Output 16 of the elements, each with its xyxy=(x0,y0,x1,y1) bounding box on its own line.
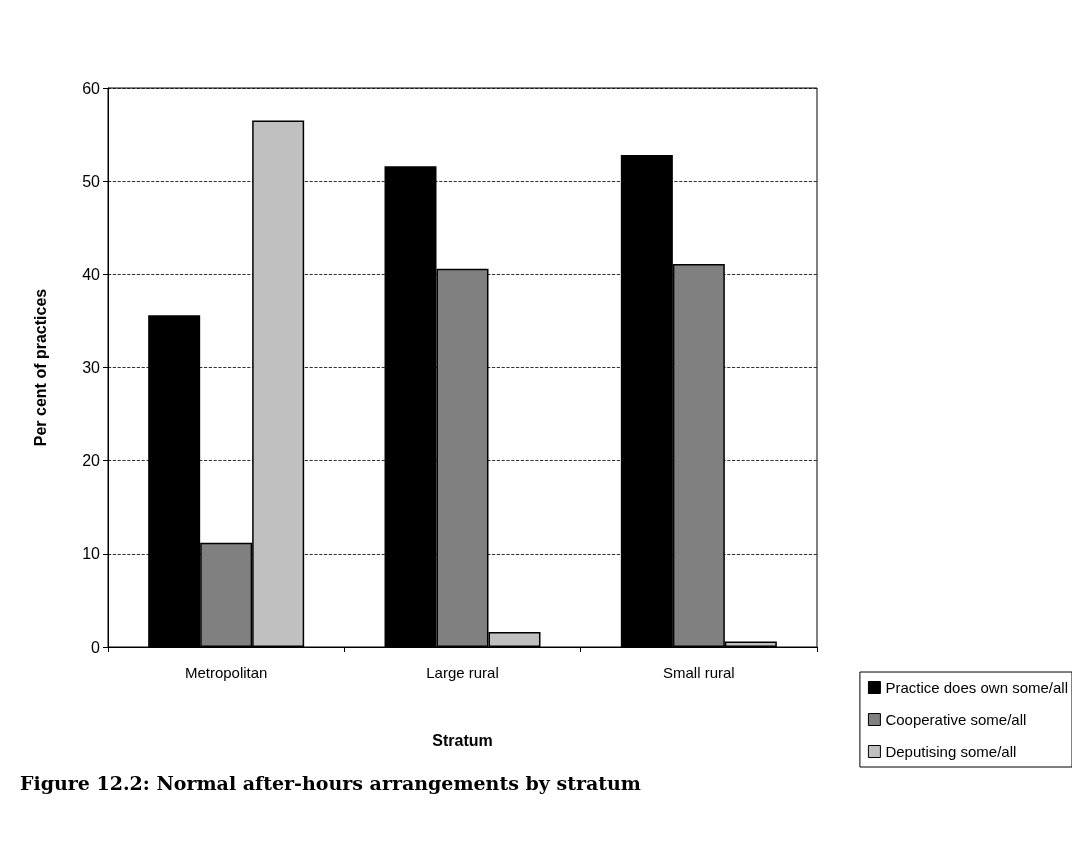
y-tick-label: 40 xyxy=(82,265,101,283)
x-tick-label: Large rural xyxy=(426,664,499,681)
legend-label: Deputising some/all xyxy=(885,743,1017,760)
y-tick-label: 20 xyxy=(82,452,101,470)
x-tick-label: Metropolitan xyxy=(184,664,268,681)
y-tick-label: 50 xyxy=(82,172,101,190)
x-tick-label: Small rural xyxy=(662,664,735,681)
y-tick-label: 30 xyxy=(82,359,101,376)
y-axis-title: Per cent of practices xyxy=(31,288,49,447)
y-tick-label: 60 xyxy=(82,79,101,97)
y-tick-label: 0 xyxy=(91,638,101,656)
caption: Figure 12.2: Normal after-hours arrangements by stratum xyxy=(20,772,641,794)
legend-label: Practice does own some/all xyxy=(885,679,1069,696)
legend-label: Cooperative some/all xyxy=(885,711,1027,728)
x-axis-title: Stratum xyxy=(432,731,493,749)
y-tick-label: 10 xyxy=(82,545,101,563)
